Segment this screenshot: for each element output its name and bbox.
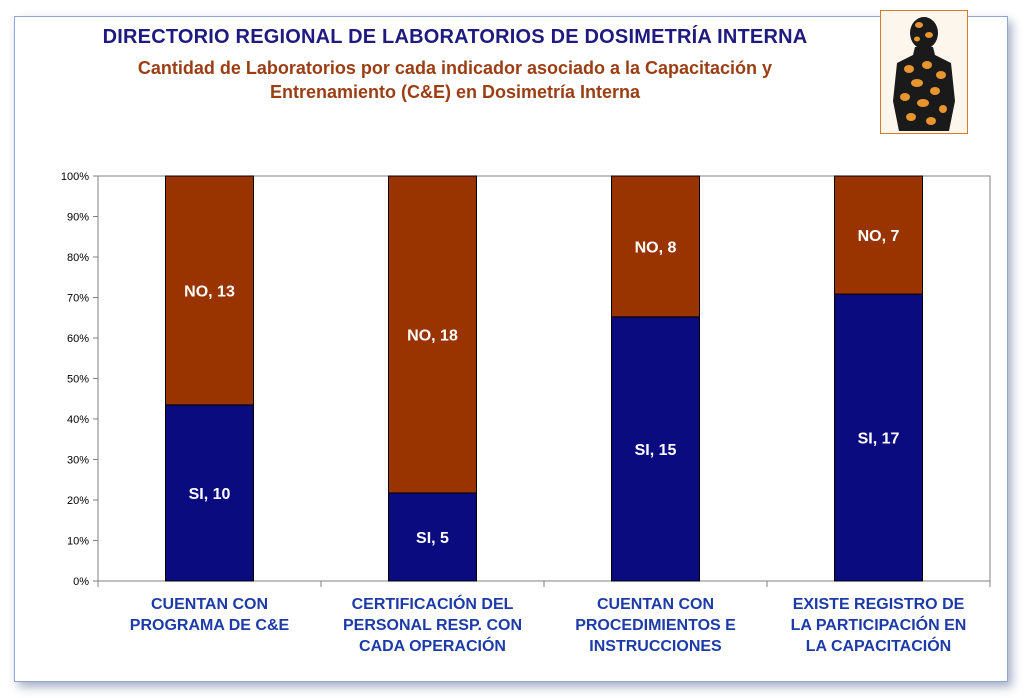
y-tick-label: 50% [67, 374, 89, 386]
x-category-label-line: PERSONAL RESP. CON [342, 617, 522, 634]
y-tick-label: 100% [61, 171, 89, 183]
y-tick-label: 80% [67, 252, 89, 264]
bar-si-2 [388, 492, 477, 582]
subtitle-line-1: Cantidad de Laboratorios por cada indica… [137, 58, 773, 78]
y-tick-label: 10% [67, 536, 89, 548]
data-label-si-4: SI, 17 [858, 431, 900, 448]
x-category-label-line: PROGRAMA DE C&E [129, 617, 290, 634]
y-tick-label: 70% [67, 293, 89, 305]
x-category-label: CUENTAN CON PROGRAMA DE C&E [110, 594, 310, 636]
data-label-no-2: NO, 18 [407, 327, 458, 344]
human-figure-graphic [893, 17, 955, 131]
x-category-label-line: LA PARTICIPACIÓN EN [790, 617, 967, 634]
data-label-no-3: NO, 8 [635, 239, 677, 256]
bar-no-3 [611, 175, 700, 318]
x-category-label-line: CUENTAN CON [596, 596, 715, 613]
x-category-label-line: EXISTE REGISTRO DE [792, 596, 965, 613]
x-category-label-line: INSTRUCCIONES [589, 638, 722, 655]
x-category-label-line: LA CAPACITACIÓN [805, 638, 952, 655]
bar-no-4 [834, 175, 923, 295]
data-label-si-3: SI, 15 [635, 442, 677, 459]
y-tick-label: 40% [67, 414, 89, 426]
chart-subtitle: Cantidad de Laboratorios por cada indica… [60, 56, 850, 104]
x-category-label-line: CADA OPERACIÓN [359, 638, 506, 655]
bar-no-2 [388, 175, 477, 494]
data-label-no-1: NO, 13 [184, 283, 235, 300]
y-tick-label: 60% [67, 333, 89, 345]
bar-si-4 [834, 293, 923, 582]
x-category-label: CUENTAN CON PROCEDIMIENTOS E INSTRUCCIONES [556, 594, 756, 657]
human-figure-icon [880, 10, 968, 134]
y-tick-label: 0% [73, 576, 89, 588]
data-label-si-2: SI, 5 [416, 530, 449, 547]
y-tick-label: 20% [67, 495, 89, 507]
y-tick-label: 90% [67, 212, 89, 224]
x-category-label-line: CERTIFICACIÓN DEL [351, 596, 514, 613]
page-title: DIRECTORIO REGIONAL DE LABORATORIOS DE D… [102, 26, 808, 48]
x-category-label-line: PROCEDIMIENTOS E [575, 617, 736, 634]
bar-si-3 [611, 316, 700, 582]
bar-si-1 [165, 404, 254, 582]
x-category-label-line: CUENTAN CON [150, 596, 269, 613]
data-label-no-4: NO, 7 [858, 228, 900, 245]
x-category-label: CERTIFICACIÓN DEL PERSONAL RESP. CON CADA … [333, 594, 533, 657]
data-label-si-1: SI, 10 [189, 486, 231, 503]
bar-no-1 [165, 175, 254, 406]
y-tick-label: 30% [67, 455, 89, 467]
subtitle-line-2: Entrenamiento (C&E) en Dosimetría Intern… [269, 82, 641, 102]
x-category-label: EXISTE REGISTRO DE LA PARTICIPACIÓN EN LA … [779, 594, 979, 657]
